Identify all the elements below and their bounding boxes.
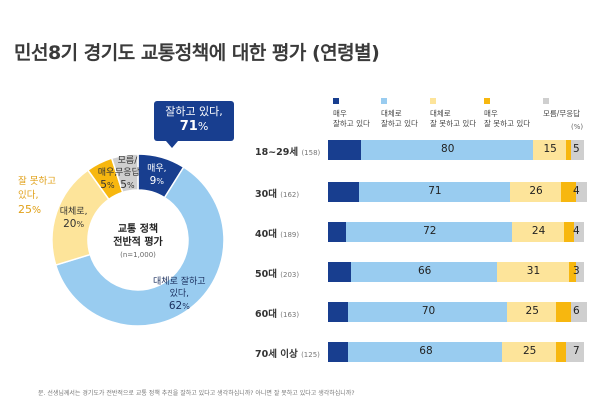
legend-swatch-mostly_bad [430,98,436,104]
center-line1: 교통 정책 [117,224,159,235]
bar-segment-mostly_good [351,262,497,282]
legend-swatch-very_bad [484,98,490,104]
donut-slice-1 [54,166,225,327]
bar-segment-mostly_good [358,182,510,202]
bar-row [328,262,584,282]
bar-value-label: 6 [573,305,580,317]
bar-value-label: 68 [419,345,433,357]
footnote: 문. 선생님께서는 경기도가 전반적으로 교통 정책 추진을 잘하고 있다고 생… [38,390,355,397]
negative-note-value: 25 [18,203,32,216]
callout-pct: % [197,120,209,133]
bar-value-label: 3 [573,265,580,277]
bar-value-label: 5 [573,143,580,155]
bar-segment-mostly_good [345,222,513,242]
negative-note-line2: 있다, [18,190,39,201]
bar-value-label: 31 [526,265,541,277]
bar-segment-mostly_good [348,342,503,362]
legend-label-very_good: 매우 잘하고 있다 [333,109,370,128]
bar-segment-very_bad [566,140,572,160]
donut-center-label: 교통 정책 전반적 평가 (n=1,000) [110,223,166,262]
bar-row [328,342,584,362]
legend-label-very_bad: 매우 잘 못하고 있다 [484,109,531,128]
bar-segment-mostly_bad [532,140,567,160]
center-sub: (n=1,000) [120,251,156,259]
page-title: 민선8기 경기도 교통정책에 대한 평가 (연령별) [14,42,380,64]
row-label: 30대 (162) [255,189,300,200]
donut-slice-label-2: 대체로, 20% [59,207,88,231]
bar-segment-dont_know [571,302,587,322]
bar-value-label: 70 [421,305,436,317]
bar-segment-very_good [328,182,359,202]
donut-slice-label-0: 매우, 9% [147,163,167,187]
positive-callout: 잘하고 있다, 71% [154,101,234,148]
negative-note-line1: 잘 못하고 [18,176,56,187]
legend-swatch-very_good [333,98,339,104]
bar-value-label: 7 [573,345,580,357]
bar-segment-dont_know [576,182,587,202]
bar-segment-very_bad [560,182,577,202]
legend-label-mostly_bad: 대체로 잘 못하고 있다 [430,109,477,128]
bar-segment-mostly_bad [512,222,564,242]
bar-value-label: 71 [428,185,442,197]
row-label: 70세 이상 (125) [255,349,320,360]
bar-segment-very_good [328,342,349,362]
bar-value-label: 25 [522,345,537,357]
negative-note-pct: % [32,205,42,216]
bar-segment-very_bad [563,222,574,242]
bar-segment-very_good [328,222,346,242]
bar-segment-very_bad [555,302,572,322]
legend-label-mostly_good: 대체로 잘하고 있다 [381,109,418,128]
bar-value-label: 72 [423,225,437,237]
bar-row [328,182,587,202]
bar-segment-very_good [328,140,362,160]
negative-note: 잘 못하고 있다, 25% [18,175,56,218]
bar-segment-dont_know [573,222,584,242]
bar-value-label: 15 [543,143,557,155]
callout-value: 71 [179,119,198,134]
bar-segment-mostly_bad [507,302,556,322]
donut-slice-4 [110,153,139,194]
row-label: 60대 (163) [255,309,300,320]
row-label: 18~29세 (158) [255,147,321,158]
bar-value-label: 4 [573,225,580,237]
bar-segment-dont_know [576,262,584,282]
legend-label-dont_know: 모름/무응답 [543,109,581,118]
center-line2: 전반적 평가 [113,237,163,248]
bar-row [328,222,584,242]
bar-segment-very_bad [555,342,567,362]
bar-segment-very_good [328,302,349,322]
bar-segment-mostly_good [361,140,533,160]
bar-value-label: 80 [441,143,455,155]
bar-segment-very_bad [568,262,577,282]
bar-segment-dont_know [571,140,584,160]
bar-segment-mostly_bad [509,182,561,202]
donut-slice-label-4: 모름/무응답 5% [115,155,140,191]
bar-segment-dont_know [566,342,584,362]
legend-swatch-dont_know [543,98,549,104]
unit-label: (%) [571,123,584,131]
bar-segment-very_good [328,262,352,282]
donut-slice-label-1: 대체로 잘하고 있다, 62% [153,277,206,312]
bar-segment-mostly_good [348,302,508,322]
bar-segment-mostly_bad [502,342,556,362]
donut-slice-label-3: 매우, 5% [97,168,118,192]
bar-value-label: 24 [531,225,546,237]
row-label: 40대 (189) [255,229,300,240]
bar-segment-mostly_bad [496,262,569,282]
legend-swatch-mostly_good [381,98,387,104]
callout-label: 잘하고 있다, [165,105,223,118]
bar-row [328,140,584,160]
row-label: 50대 (203) [255,269,300,280]
bar-value-label: 66 [418,265,432,277]
bar-value-label: 26 [529,185,543,197]
bar-row [328,302,587,322]
bar-value-label: 25 [525,305,539,317]
bar-value-label: 4 [573,185,580,197]
